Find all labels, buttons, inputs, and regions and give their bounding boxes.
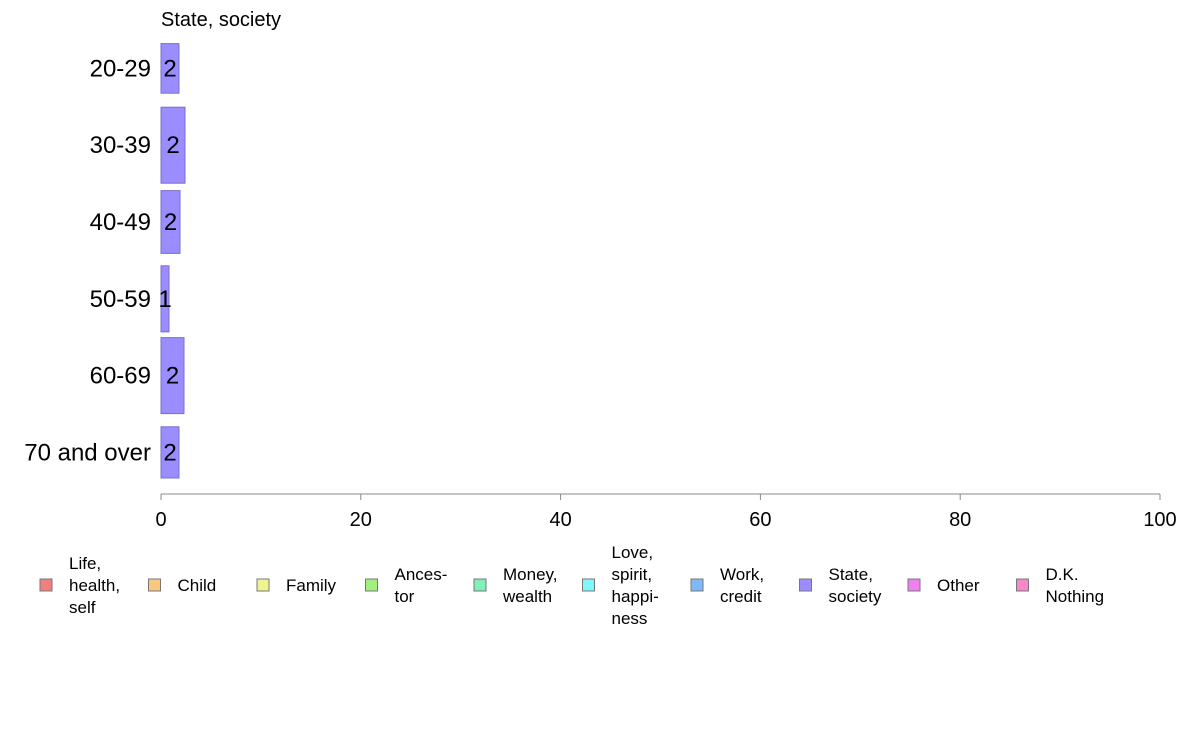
legend-item: Money, wealth xyxy=(473,565,558,606)
x-tick-label: 100 xyxy=(1143,509,1176,531)
legend-item: Family xyxy=(256,576,337,595)
chart-title: State, society xyxy=(161,9,281,31)
bar-value-label: 2 xyxy=(164,209,177,236)
bar-value-label: 2 xyxy=(166,132,179,159)
legend-swatch xyxy=(473,578,487,592)
legend-label: health, xyxy=(69,576,120,595)
legend-label: happi- xyxy=(612,587,659,606)
legend-label: Love, xyxy=(612,543,654,562)
bar xyxy=(160,190,181,254)
bar-value-label: 2 xyxy=(163,55,176,82)
legend-label: Work, xyxy=(720,565,764,584)
y-tick-label: 60-69 xyxy=(90,363,151,390)
legend-label: credit xyxy=(720,587,762,606)
legend-label: Ances- xyxy=(395,565,448,584)
x-tick-label: 80 xyxy=(949,509,971,531)
bar xyxy=(160,265,170,333)
legend-label: wealth xyxy=(502,587,552,606)
x-tick-label: 40 xyxy=(549,509,571,531)
legend-swatch xyxy=(690,578,704,592)
legend-item: State, society xyxy=(799,565,882,606)
bar xyxy=(160,43,180,94)
legend-swatch xyxy=(256,578,270,592)
legend-swatch xyxy=(365,578,378,592)
legend-label: Life, xyxy=(69,554,101,573)
x-tick-label: 60 xyxy=(749,509,771,531)
legend-label: Child xyxy=(178,576,217,595)
legend-item: Other xyxy=(907,576,980,595)
bar-value-label: 1 xyxy=(158,286,171,313)
y-tick-label: 30-39 xyxy=(90,132,151,159)
legend-label: D.K. xyxy=(1046,565,1079,584)
legend-item: Ances-tor xyxy=(365,565,448,606)
legend: Life, health, self Child Family Ances-tor Mone… xyxy=(39,543,1105,628)
bar-value-label: 2 xyxy=(163,439,176,466)
legend-label: Other xyxy=(937,576,980,595)
legend-item: Child xyxy=(148,576,217,595)
legend-swatch xyxy=(39,578,53,592)
legend-label: spirit, xyxy=(612,565,653,584)
legend-item: Work, credit xyxy=(690,565,764,606)
x-tick-label: 20 xyxy=(350,509,372,531)
legend-label: society xyxy=(829,587,882,606)
legend-item: Life, health, self xyxy=(39,554,120,617)
legend-label: Money, xyxy=(503,565,558,584)
bar-value-label: 2 xyxy=(166,363,179,390)
y-tick-label: 40-49 xyxy=(90,209,151,236)
y-tick-label: 20-29 xyxy=(90,55,151,82)
legend-label: State, xyxy=(829,565,873,584)
y-tick-label: 70 and over xyxy=(24,439,151,466)
legend-label: ness xyxy=(612,609,648,628)
legend-swatch xyxy=(1016,578,1029,592)
x-axis: 0 20 40 60 80 100 xyxy=(155,493,1177,531)
legend-swatch xyxy=(582,578,595,592)
bar xyxy=(160,337,185,415)
legend-label: Family xyxy=(286,576,337,595)
legend-swatch xyxy=(907,578,921,592)
legend-item: D.K. Nothing xyxy=(1016,565,1105,606)
legend-label: self xyxy=(69,598,96,617)
legend-item: Love, spirit, happi-ness xyxy=(582,543,659,628)
bar xyxy=(160,106,186,184)
legend-swatch xyxy=(799,578,812,592)
bar xyxy=(160,426,180,479)
legend-swatch xyxy=(148,578,161,592)
legend-label: tor xyxy=(395,587,415,606)
x-tick-label: 0 xyxy=(155,509,166,531)
legend-label: Nothing xyxy=(1046,587,1105,606)
bars-group: 2 20-29 2 30-39 2 40-49 1 50-59 2 60-69 2 70 and ov… xyxy=(24,43,186,479)
y-tick-label: 50-59 xyxy=(90,286,151,313)
